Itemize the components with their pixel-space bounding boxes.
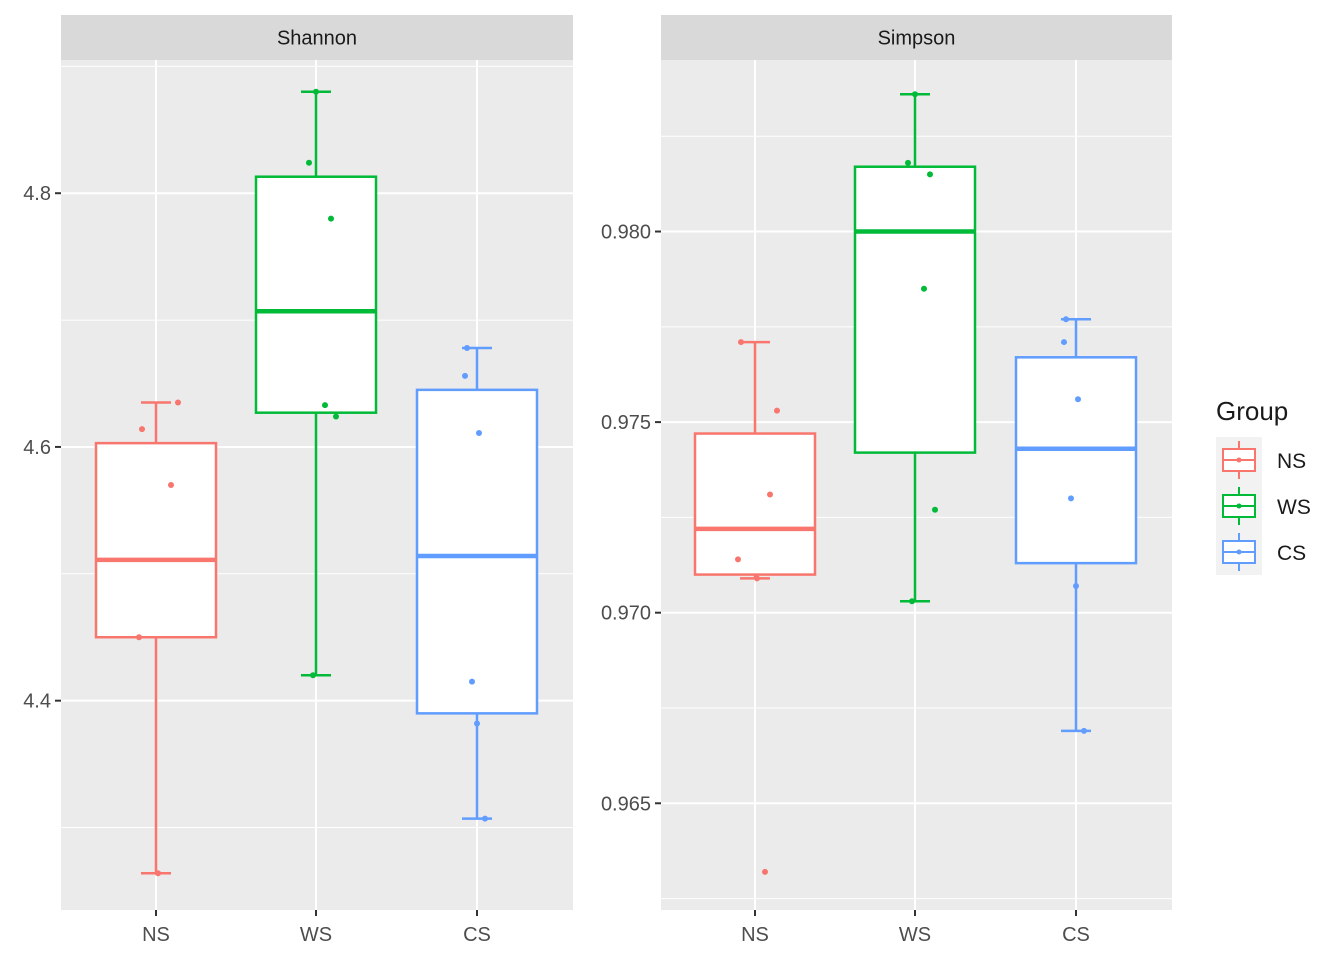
legend-key-point [1236, 549, 1242, 555]
box-ns [693, 339, 817, 875]
data-point [175, 399, 181, 406]
y-tick-label: 0.965 [601, 793, 651, 815]
data-point [921, 285, 927, 292]
data-point [1068, 495, 1074, 502]
data-point [462, 372, 468, 379]
data-point [333, 413, 339, 420]
data-point [905, 159, 911, 166]
box-iqr [1014, 356, 1138, 565]
data-point [738, 339, 744, 346]
x-tick-label: WS [899, 924, 931, 946]
box-cs [1014, 316, 1138, 734]
box-iqr [853, 165, 977, 454]
data-point [469, 678, 475, 685]
data-point [482, 815, 488, 822]
data-point [464, 344, 470, 351]
data-point [932, 506, 938, 513]
y-tick-label: 0.980 [601, 222, 651, 244]
legend-label: WS [1277, 496, 1311, 519]
data-point [168, 482, 174, 488]
data-point [909, 598, 915, 605]
data-point [927, 171, 933, 178]
data-point [476, 429, 482, 436]
x-tick-label: NS [142, 924, 170, 946]
x-tick-label: NS [741, 924, 769, 946]
legend-item-cs: CS [1216, 529, 1306, 575]
panel-shannon: Shannon 4.4 4.6 4.8 NS WS CS [23, 15, 573, 946]
panel-simpson: Simpson 0.965 0.970 0.975 0.980 NS WS CS [601, 15, 1172, 946]
data-point [774, 407, 780, 414]
box-cs [415, 344, 539, 822]
data-point [735, 556, 741, 563]
x-tick-label: CS [463, 924, 491, 946]
data-point [1081, 727, 1087, 734]
legend-item-ws: WS [1216, 483, 1311, 529]
data-point [306, 159, 312, 166]
y-tick-label: 0.970 [601, 603, 651, 625]
y-tick-label: 4.4 [23, 691, 51, 713]
legend-title: Group [1216, 396, 1288, 426]
facet-strip-label: Simpson [878, 28, 956, 50]
data-point [136, 634, 142, 641]
data-point [1061, 339, 1067, 346]
legend: Group NS WS CS [1216, 396, 1311, 575]
data-point [310, 672, 316, 679]
data-point [328, 215, 334, 222]
facet-strip [61, 15, 573, 60]
box-iqr [693, 432, 817, 576]
box-iqr [415, 388, 539, 715]
data-point [754, 575, 760, 582]
legend-key-point [1236, 503, 1242, 509]
legend-key-point [1236, 457, 1242, 463]
data-point [313, 88, 319, 95]
box-ws [853, 91, 977, 605]
legend-item-ns: NS [1216, 437, 1306, 483]
x-tick-label: WS [300, 924, 332, 946]
y-tick-label: 4.8 [23, 183, 51, 205]
data-point [762, 868, 768, 875]
facet-strip [661, 15, 1172, 60]
box-iqr [254, 175, 378, 414]
data-point [1063, 316, 1069, 323]
x-tick-label: CS [1062, 924, 1090, 946]
data-point [1075, 396, 1081, 403]
y-tick-label: 0.975 [601, 412, 651, 434]
box-ns [94, 399, 218, 877]
box-ws [254, 88, 378, 679]
data-point [1073, 583, 1079, 590]
y-tick-label: 4.6 [23, 437, 51, 459]
facet-strip-label: Shannon [277, 28, 357, 50]
data-point [139, 426, 145, 433]
data-point [474, 720, 480, 727]
box-iqr [94, 441, 218, 639]
data-point [767, 491, 773, 498]
data-point [322, 402, 328, 409]
data-point [912, 91, 918, 98]
data-point [155, 870, 161, 877]
legend-label: CS [1277, 542, 1306, 565]
legend-label: NS [1277, 450, 1306, 473]
